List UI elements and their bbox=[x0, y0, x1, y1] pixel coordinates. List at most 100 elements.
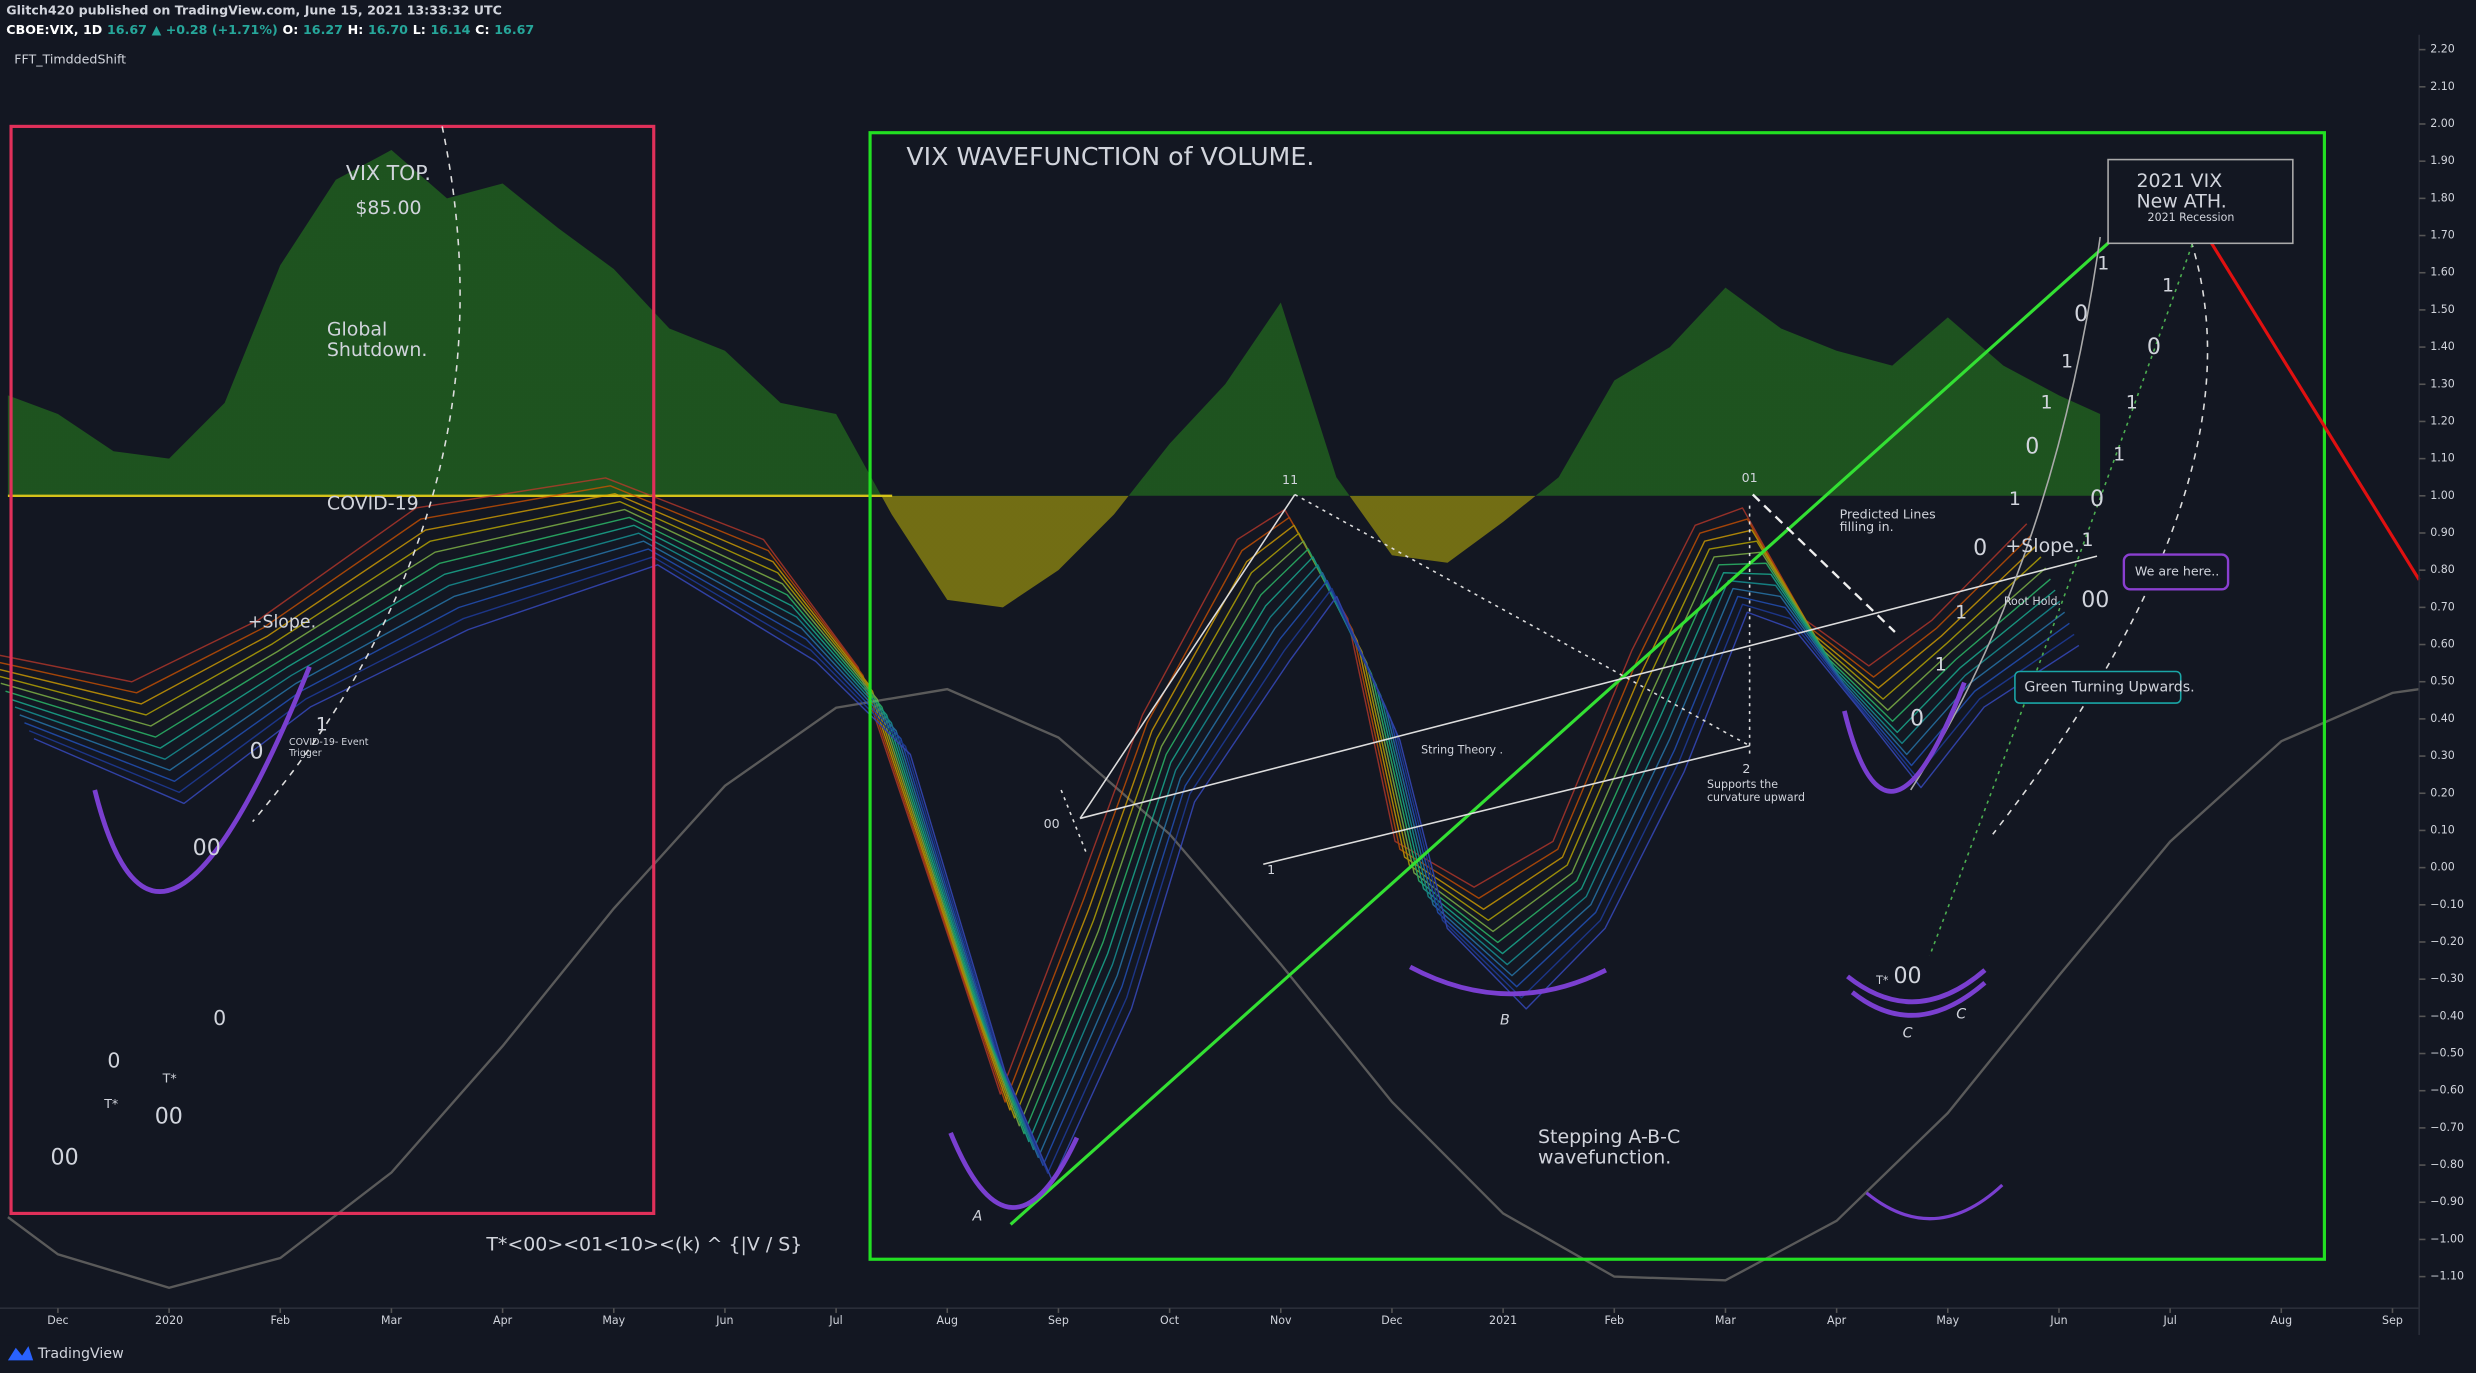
y-tick-label: −0.10 bbox=[2430, 898, 2464, 911]
y-tick-label: 1.40 bbox=[2430, 340, 2455, 353]
symbol-part: 16.14 bbox=[431, 22, 471, 37]
slope-line bbox=[1079, 555, 2098, 820]
annotation: Stepping A-B-C bbox=[1538, 1126, 1680, 1148]
green-turning-box bbox=[2014, 670, 2182, 704]
drawings bbox=[0, 34, 2476, 1373]
annotation: T*<00><01<10><(k) ^ {|V / S} bbox=[485, 1234, 802, 1256]
purple-arc bbox=[1842, 681, 1967, 794]
annotation: T* bbox=[162, 1071, 177, 1086]
purple-arc bbox=[1850, 980, 1987, 1018]
ribbon-line bbox=[0, 508, 2047, 1127]
annotation: A bbox=[972, 1209, 983, 1225]
annotation: 1 bbox=[2061, 350, 2073, 372]
y-tick-label: −0.90 bbox=[2430, 1195, 2464, 1208]
annotation: VIX TOP. bbox=[346, 161, 431, 185]
x-tick-label: Jul bbox=[828, 1314, 842, 1327]
x-tick-label: Mar bbox=[381, 1314, 402, 1327]
annotation: 1 bbox=[1955, 602, 1967, 624]
annotation: +Slope. bbox=[248, 613, 316, 633]
purple-arc bbox=[1846, 968, 1987, 1005]
texts: 2.20 2.10 2.00 1.90 1.80 1.70 1.60 1.50 1.40 1.30… bbox=[47, 43, 2464, 1327]
y-tick-label: 0.90 bbox=[2430, 526, 2455, 539]
purple-arc bbox=[1409, 964, 1607, 997]
y-tick-label: 1.90 bbox=[2430, 154, 2455, 167]
y-tick-label: 2.20 bbox=[2430, 43, 2455, 56]
x-tick-label: May bbox=[1936, 1314, 1959, 1327]
symbol-part: 16.67 bbox=[494, 22, 534, 37]
y-tick-label: 0.80 bbox=[2430, 563, 2455, 576]
annotation: 0 bbox=[249, 739, 263, 765]
x-tick-label: Nov bbox=[1270, 1314, 1292, 1327]
logo bbox=[7, 1346, 34, 1361]
symbol-part: O: bbox=[283, 22, 299, 37]
y-tick-label: −1.00 bbox=[2430, 1232, 2464, 1245]
y-tick-label: −0.80 bbox=[2430, 1158, 2464, 1171]
annotation: 00 bbox=[2081, 587, 2109, 613]
x-tick-label: Dec bbox=[47, 1314, 68, 1327]
x-tick-label: Oct bbox=[1160, 1314, 1180, 1327]
annotation: 1 bbox=[2162, 274, 2174, 296]
annotation: 1 bbox=[316, 714, 328, 736]
ribbon-line bbox=[0, 493, 2037, 1111]
annotation: 00 bbox=[51, 1145, 79, 1171]
y-tick-label: −1.10 bbox=[2430, 1270, 2464, 1283]
annotation: VIX WAVEFUNCTION of VOLUME. bbox=[906, 142, 1314, 171]
annotation: COVID-19 bbox=[327, 493, 419, 515]
ribbon-line bbox=[33, 564, 2080, 1182]
area-layer bbox=[7, 150, 2420, 1290]
annotation: filling in. bbox=[1840, 519, 1894, 534]
brand: TradingView bbox=[37, 1346, 124, 1362]
y-tick-label: 0.00 bbox=[2430, 861, 2455, 874]
x-tick-label: Aug bbox=[2271, 1314, 2293, 1327]
y-tick-label: 0.50 bbox=[2430, 675, 2455, 688]
x-tick-label: Apr bbox=[493, 1314, 513, 1327]
y-tick-label: 1.70 bbox=[2430, 229, 2455, 242]
annotation: $85.00 bbox=[355, 197, 421, 219]
y-tick-label: 1.10 bbox=[2430, 452, 2455, 465]
symbol-part: 16.27 bbox=[303, 22, 343, 37]
annotation: Root Hold. bbox=[2004, 595, 2061, 608]
symbol-part: 16.70 bbox=[368, 22, 408, 37]
oscillator-area bbox=[7, 150, 2101, 608]
ribbon-layer bbox=[0, 477, 2080, 1182]
here-box bbox=[2122, 553, 2230, 591]
y-tick-label: 0.10 bbox=[2430, 823, 2455, 836]
annotation: 1 bbox=[2009, 488, 2021, 510]
symbol-line: CBOE:VIX, 1D 16.67 ▲ +0.28 (+1.71%) O: 16.27… bbox=[6, 22, 534, 37]
footer-bar bbox=[0, 1335, 2476, 1373]
y-tick-label: 2.00 bbox=[2430, 117, 2455, 130]
purple-arc bbox=[1865, 1183, 2004, 1221]
ribbon-line bbox=[14, 532, 2061, 1151]
dashed-arc bbox=[1992, 228, 2209, 835]
annotation: Global bbox=[327, 319, 387, 341]
published-line: Glitch420 published on TradingView.com, … bbox=[6, 3, 502, 18]
annotation: 2021 VIX bbox=[2136, 170, 2222, 192]
annotation: 0 bbox=[1910, 705, 1924, 731]
annotation: C bbox=[1956, 1006, 1966, 1022]
annotation: 1 bbox=[2097, 252, 2109, 274]
purple-arc bbox=[948, 1131, 1080, 1210]
annotation: B bbox=[1500, 1013, 1510, 1029]
annotation: wavefunction. bbox=[1538, 1147, 1671, 1169]
annotation: String Theory . bbox=[1421, 743, 1503, 756]
x-tick-label: Jun bbox=[2049, 1314, 2067, 1327]
annotation: Green Turning Upwards. bbox=[2024, 679, 2194, 695]
symbol-part: C: bbox=[475, 22, 489, 37]
pink-box bbox=[9, 124, 656, 1216]
annotation: 0 bbox=[2025, 434, 2039, 460]
purple-arc bbox=[92, 665, 312, 894]
annotation: 11 bbox=[1282, 472, 1298, 487]
annotation: C bbox=[1903, 1025, 1913, 1041]
x-tick-label: Aug bbox=[936, 1314, 958, 1327]
annotation: 1 bbox=[1935, 654, 1947, 676]
annotation: Supports the bbox=[1707, 778, 1778, 791]
dotted-line bbox=[1060, 789, 1088, 854]
annotation: 1 bbox=[2113, 444, 2125, 466]
x-tick-label: Mar bbox=[1715, 1314, 1736, 1327]
annotation: 0 bbox=[2090, 486, 2104, 512]
x-tick-label: 2020 bbox=[155, 1314, 183, 1327]
ribbon-line bbox=[0, 477, 2028, 1095]
ribbon-line bbox=[24, 548, 2070, 1166]
indicator-name: FFT_TimddedShift bbox=[14, 52, 126, 67]
